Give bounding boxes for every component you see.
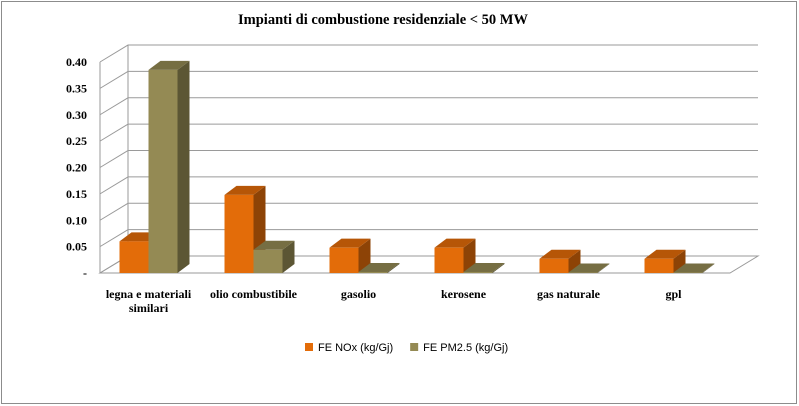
legend-label: FE NOx (kg/Gj) [318, 342, 393, 354]
gridline [99, 70, 758, 89]
bar [568, 263, 610, 273]
bar [434, 238, 476, 273]
bar [329, 238, 371, 273]
legend-item: FE PM2.5 (kg/Gj) [410, 342, 508, 354]
legend-swatch [410, 343, 419, 351]
gridline [99, 97, 758, 116]
gridline [99, 44, 758, 63]
y-tick-label: 0.10 [66, 213, 87, 227]
bar [253, 240, 295, 273]
y-tick-label: 0.25 [66, 134, 87, 148]
gridline [99, 202, 758, 221]
bar [644, 249, 686, 273]
category-label: gas naturale [537, 287, 601, 301]
gridline [99, 229, 758, 248]
legend: FE NOx (kg/Gj) FE PM2.5 (kg/Gj) [305, 342, 508, 354]
category-label: gpl [665, 287, 682, 301]
bar [358, 262, 400, 273]
legend-item: FE NOx (kg/Gj) [305, 342, 393, 354]
legend-label: FE PM2.5 (kg/Gj) [423, 342, 508, 354]
y-tick-label: - [83, 266, 87, 280]
gridline [99, 176, 758, 195]
gridline [99, 150, 758, 168]
y-tick-label: 0.05 [66, 240, 87, 254]
category-label: kerosene [441, 287, 487, 301]
category-label: similari [129, 301, 169, 315]
y-tick-label: 0.35 [66, 81, 87, 95]
y-tick-label: 0.20 [66, 161, 87, 175]
gridline [99, 123, 758, 142]
category-label: legna e materiali [106, 287, 192, 301]
bar [148, 60, 190, 273]
bar [463, 262, 505, 273]
legend-swatch [305, 343, 313, 351]
y-tick-label: 0.40 [66, 55, 87, 69]
bars-layer [119, 60, 715, 273]
bar [224, 185, 266, 273]
chart-title: Impianti di combustione residenziale < 5… [238, 12, 528, 28]
category-label: olio combustibile [210, 287, 298, 301]
y-axis-ticks: - 0.05 0.10 0.15 0.20 0.25 0.30 0.35 0.40 [66, 55, 87, 280]
bar [539, 249, 581, 273]
y-tick-label: 0.15 [66, 187, 87, 201]
category-label: gasolio [341, 287, 376, 301]
y-tick-label: 0.30 [66, 108, 87, 122]
bar [673, 263, 715, 273]
grid-layer [98, 44, 760, 274]
